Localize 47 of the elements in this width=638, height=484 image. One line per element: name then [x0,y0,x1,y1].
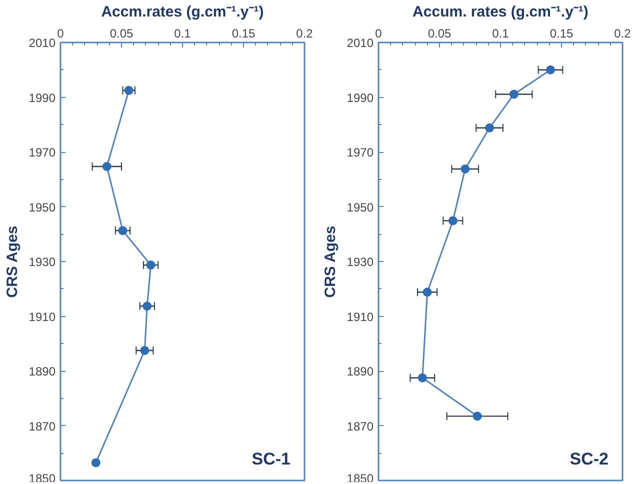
y-tick-label: 1870 [346,419,374,434]
y-tick-label: 1910 [28,310,56,324]
point [485,123,494,132]
y-tick-label: 2010 [28,36,56,50]
x-axis-title: Accm.rates (g.cm⁻¹.y⁻¹) [101,4,264,20]
y-axis-title: CRS Ages [322,226,339,298]
x-tick-label: 0.05 [428,26,452,40]
y-tick-label: 1930 [28,255,56,269]
point [102,162,112,171]
y-tick-label: 1970 [28,146,56,160]
point [124,86,134,95]
point [118,226,128,236]
x-tick-label: 0.2 [296,26,314,40]
point [422,288,432,297]
y-tick-label: 1950 [28,200,56,214]
x-tick-label: 0 [57,26,64,40]
y-tick-label: 1990 [346,90,374,105]
y-tick-label: 2010 [346,36,374,50]
annotation: SC-2 [570,450,609,468]
x-tick-label: 0.15 [550,26,574,40]
y-tick-label: 1890 [346,364,374,378]
y-tick-label: 1910 [346,310,374,324]
x-tick-label: 0.2 [614,26,632,40]
point [91,458,100,468]
y-tick-label: 1890 [28,364,56,378]
y-tick-label: 1930 [346,255,374,269]
x-tick-label: 0 [375,26,382,40]
y-tick-label: 1870 [28,419,56,434]
point [140,346,150,355]
point [418,373,427,382]
y-tick-label: 1990 [28,90,56,105]
point [448,216,458,226]
point [472,412,482,421]
point [460,164,470,174]
x-tick-label: 0.1 [174,26,192,40]
x-axis-title: Accum. rates (g.cm⁻¹.y⁻¹) [412,4,588,20]
x-tick-label: 0.1 [492,26,510,40]
point [509,90,518,99]
point [546,65,556,74]
point [146,260,156,270]
y-axis-title: CRS Ages [4,226,21,298]
x-tick-label: 0.05 [110,26,134,40]
y-tick-label: 1950 [346,200,374,214]
point [142,302,152,311]
x-tick-label: 0.15 [232,26,256,40]
annotation: SC-1 [252,450,291,468]
y-tick-label: 1970 [346,146,374,160]
